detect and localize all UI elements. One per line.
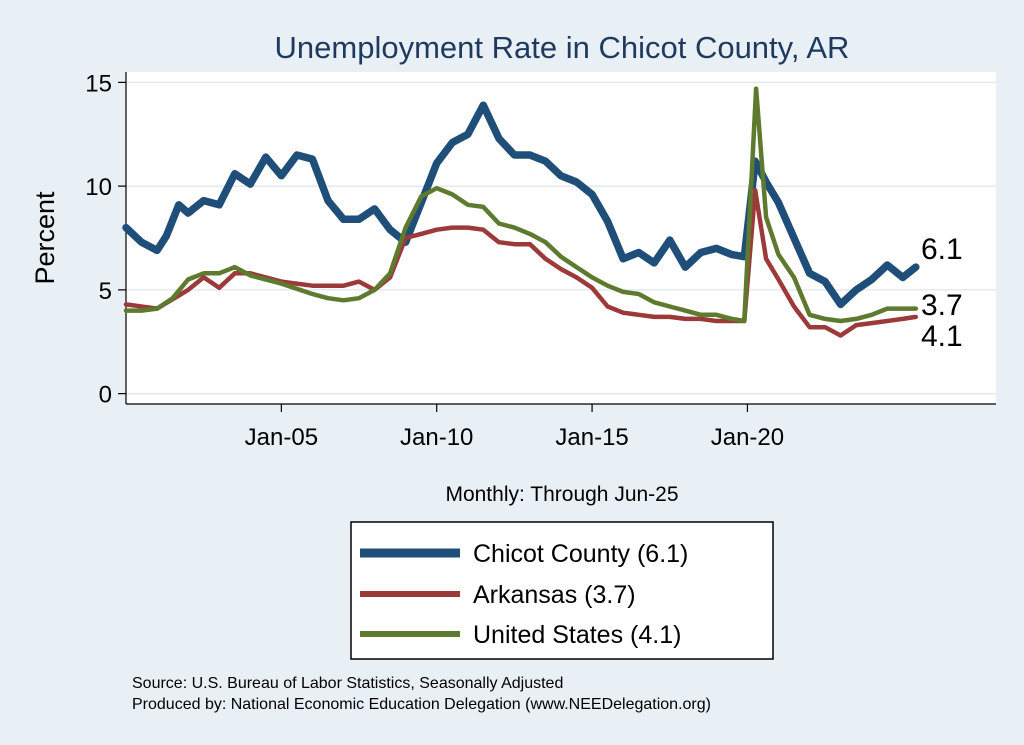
y-axis-title: Percent [30,191,60,285]
legend-label-2: Arkansas (3.7) [473,581,636,609]
x-tick-label-Jan-05: Jan-05 [245,424,318,451]
end-label-1: 6.1 [921,233,963,266]
y-ticks: 0 5 10 15 [85,70,126,409]
series-lines [122,86,920,338]
x-tick-label-Jan-20: Jan-20 [711,424,784,451]
x-axis-title: Monthly: Through Jun-25 [445,483,678,506]
gridlines [126,81,996,395]
chart-title: Unemployment Rate in Chicot County, AR [275,30,850,65]
y-tick-label-15: 15 [85,70,112,97]
end-label-3: 4.1 [921,320,963,353]
x-tick-label-Jan-15: Jan-15 [555,424,628,451]
source-note: Source: U.S. Bureau of Labor Statistics,… [132,675,563,692]
end-label-2: 3.7 [921,289,963,322]
y-tick-label-0: 0 [99,382,112,409]
legend: Chicot County (6.1) Arkansas (3.7) United … [360,540,688,649]
y-tick-label-10: 10 [85,174,112,201]
legend-label-3: United States (4.1) [473,621,681,649]
legend-label-1: Chicot County (6.1) [473,540,688,568]
plot-area [126,72,996,404]
axes [125,72,996,405]
series-line-arkansas [123,188,919,338]
x-ticks: Jan-05 Jan-10 Jan-15 Jan-20 [245,404,784,451]
y-tick-label-5: 5 [99,278,112,305]
producer-note: Produced by: National Economic Education… [132,696,711,713]
series-line-united-states [123,86,919,324]
series-line-chicot-county [122,101,920,309]
end-labels: 6.1 3.74.1 [921,233,963,353]
x-tick-label-Jan-10: Jan-10 [400,424,473,451]
